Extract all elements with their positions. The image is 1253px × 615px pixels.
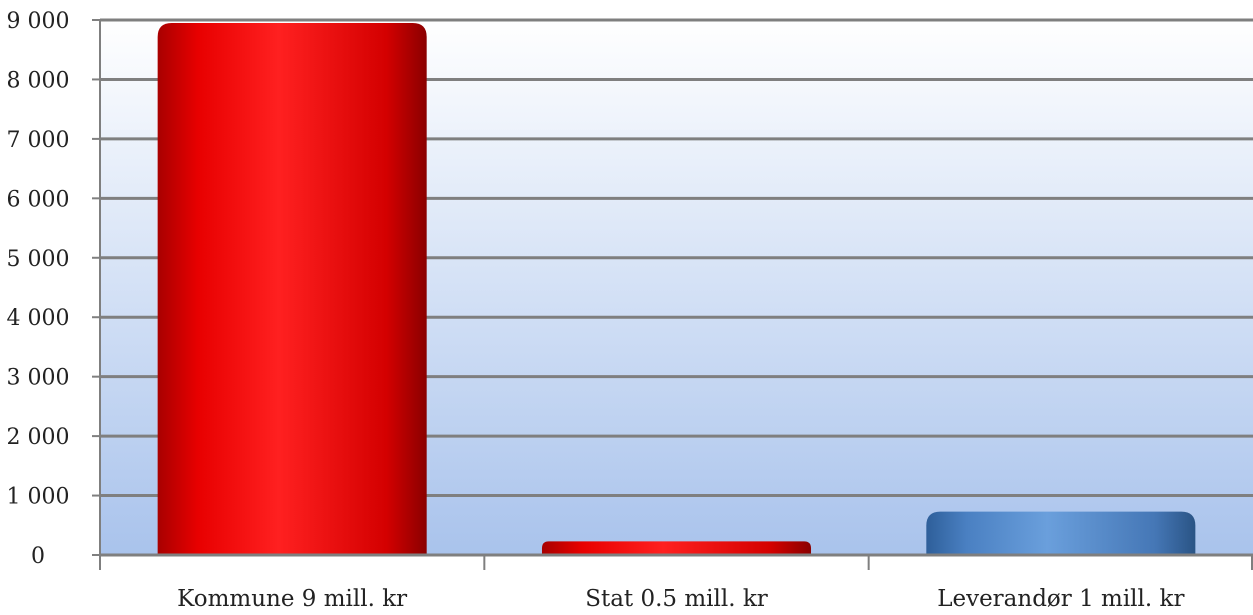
y-tick-label: 6 000: [7, 187, 70, 212]
y-tick-label: 5 000: [7, 247, 70, 272]
y-axis-tick-labels: 0 1 000 2 000 3 000 4 000 5 000 6 000 7 000 8 00…: [7, 9, 70, 569]
x-axis-category-labels: Kommune 9 mill. kr Stat 0.5 mill. kr Lever…: [177, 586, 1184, 612]
y-tick-label: 0: [31, 544, 45, 569]
x-category-label: Kommune 9 mill. kr: [177, 586, 407, 612]
y-tick-label: 4 000: [7, 306, 70, 331]
x-category-label: Leverandør 1 mill. kr: [937, 586, 1184, 612]
axes: [92, 19, 1253, 570]
y-tick-label: 8 000: [7, 68, 70, 93]
y-tick-label: 7 000: [7, 128, 70, 153]
bar: [157, 22, 427, 555]
y-tick-label: 1 000: [7, 485, 70, 510]
x-category-label: Stat 0.5 mill. kr: [585, 586, 768, 612]
y-tick-label: 3 000: [7, 366, 70, 391]
bar: [926, 511, 1196, 555]
y-tick-label: 9 000: [7, 9, 70, 34]
bar: [541, 541, 812, 555]
y-tick-label: 2 000: [7, 425, 70, 450]
bars: [157, 22, 1196, 555]
